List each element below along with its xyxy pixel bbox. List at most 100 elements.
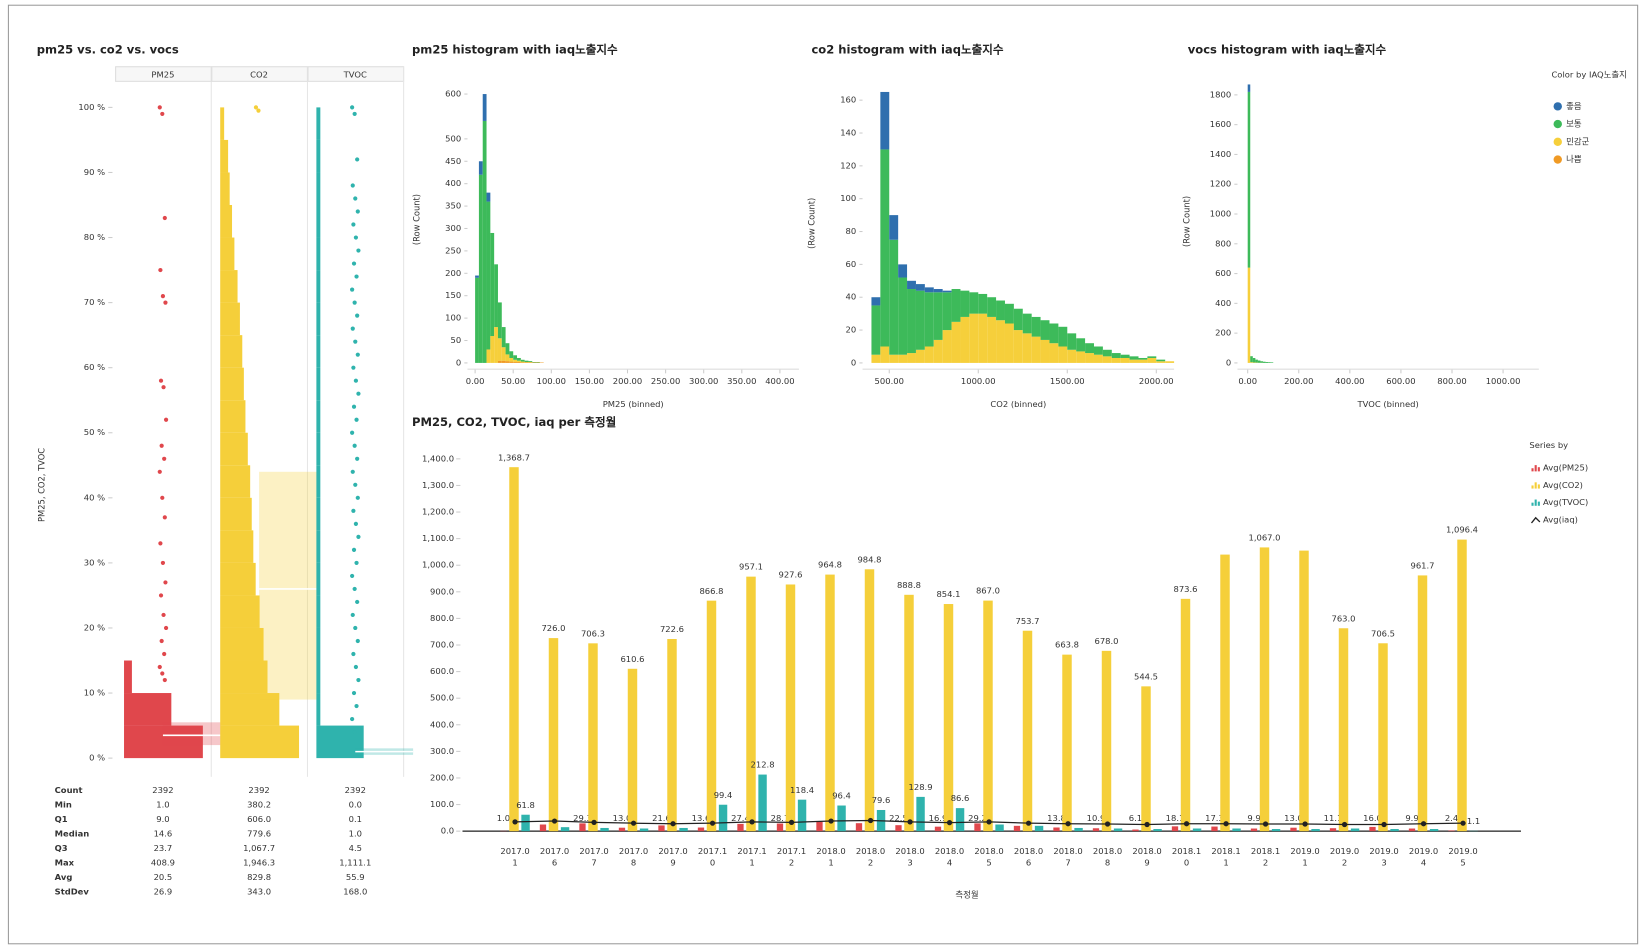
histogram-bar xyxy=(1247,267,1251,363)
y-tick-label: 160 xyxy=(840,95,856,105)
histogram-bar xyxy=(475,277,479,363)
bar xyxy=(1034,825,1044,832)
point xyxy=(351,651,356,657)
bar xyxy=(706,600,717,832)
point xyxy=(161,385,166,390)
x-tick-label: 1000.00 xyxy=(1486,376,1521,386)
data-label: 17.3 xyxy=(1205,813,1224,823)
histogram-bar xyxy=(1031,316,1041,337)
x-tick-label-line: 2018.1 xyxy=(1251,845,1280,855)
y-tick-label: 1000 xyxy=(1210,209,1231,219)
summary-value: 14.6 xyxy=(154,828,173,838)
histogram-bar xyxy=(1247,84,1251,92)
histogram-bar xyxy=(478,161,483,175)
y-tick-label: 400.0 xyxy=(430,719,454,729)
density-bar xyxy=(316,660,321,694)
x-tick-label-line: 2018.0 xyxy=(816,845,845,855)
point xyxy=(355,313,360,318)
legend-swatch xyxy=(1534,465,1537,472)
bar xyxy=(904,594,914,832)
x-tick-label-line: 1 xyxy=(1223,857,1228,867)
histogram-bar xyxy=(1067,349,1077,363)
data-label: 722.6 xyxy=(660,624,684,634)
bar xyxy=(588,643,598,832)
column-header-label: TVOC xyxy=(343,70,367,80)
point xyxy=(162,677,167,683)
bar xyxy=(667,638,677,832)
histogram-bar xyxy=(924,292,934,347)
histogram-bar xyxy=(898,354,908,363)
line-point xyxy=(1065,821,1071,827)
data-label: 1,368.7 xyxy=(498,452,530,462)
data-label: 1.0 xyxy=(497,813,510,823)
histogram-bar xyxy=(509,357,514,362)
point xyxy=(352,730,357,735)
histogram-bar xyxy=(942,290,952,293)
bar xyxy=(1132,829,1139,832)
x-tick-label: 400.00 xyxy=(1335,376,1364,386)
histogram-bar xyxy=(494,327,498,363)
density-bar xyxy=(316,270,321,303)
data-label: 11.1 xyxy=(1324,813,1343,823)
x-tick-label-line: 2019.0 xyxy=(1330,845,1359,855)
histogram-bar xyxy=(505,343,510,355)
x-tick-label: 2017.1 0 xyxy=(698,845,727,866)
histogram-bar xyxy=(1076,338,1086,352)
histogram-bar xyxy=(1247,91,1251,268)
bar xyxy=(895,825,902,832)
bar xyxy=(758,774,767,832)
x-axis-title: 측정월 xyxy=(955,889,978,899)
point xyxy=(350,183,355,188)
bar xyxy=(1141,686,1151,832)
histogram-bar xyxy=(497,360,502,363)
summary-value: 2392 xyxy=(152,785,173,795)
y-tick-label: 100 % xyxy=(78,102,105,112)
x-tick-label-line: 2018.0 xyxy=(935,845,964,855)
bar xyxy=(797,799,807,832)
histogram-bar xyxy=(1058,346,1068,363)
line-point xyxy=(1223,821,1229,827)
y-tick-label: 1,200.0 xyxy=(422,507,454,517)
point xyxy=(162,515,167,520)
x-tick-label: 200.00 xyxy=(1284,376,1313,386)
histogram-bar xyxy=(501,347,506,361)
density-bar xyxy=(220,400,246,433)
point xyxy=(350,326,355,331)
histogram-bar xyxy=(898,264,908,278)
legend-title: Color by IAQ노출지 xyxy=(1551,70,1626,80)
x-tick-label-line: 7 xyxy=(1065,857,1070,867)
line-point xyxy=(630,820,637,826)
point xyxy=(355,157,360,162)
x-tick-label: 0.00 xyxy=(1238,376,1257,386)
histogram-bar xyxy=(501,327,506,348)
histogram-bar xyxy=(1120,354,1130,358)
summary-value: 55.9 xyxy=(346,872,365,882)
legend-swatch xyxy=(1534,482,1537,489)
data-label: 21.6 xyxy=(652,813,671,823)
x-tick-label: 2017.1 2 xyxy=(777,845,806,866)
bar xyxy=(1429,829,1439,832)
y-tick-label: 200 xyxy=(445,268,461,278)
y-tick-label: 50 % xyxy=(84,427,105,437)
bar xyxy=(1074,827,1083,832)
histogram-bar xyxy=(996,320,1005,363)
histogram-bar xyxy=(1022,313,1032,334)
x-tick-label: 2018.1 1 xyxy=(1211,845,1240,866)
x-tick-label-line: 1 xyxy=(1302,857,1307,867)
histogram-bar xyxy=(1270,362,1274,363)
density-bar xyxy=(316,400,321,433)
y-tick-label: 800 xyxy=(1215,238,1231,248)
histogram-bar xyxy=(960,290,970,317)
summary-value: 606.0 xyxy=(247,814,271,824)
x-tick-label: 2018.0 3 xyxy=(895,845,924,866)
density-bar xyxy=(220,270,238,303)
summary-value: 0.1 xyxy=(349,814,362,824)
chart-title: co2 histogram with iaq노출지수 xyxy=(811,43,1003,57)
y-tick-label: 500 xyxy=(445,133,461,143)
y-axis-title: PM25, CO2, TVOC xyxy=(37,448,47,522)
bar xyxy=(618,827,626,832)
x-tick-label-line: 3 xyxy=(907,857,912,867)
y-tick-label: 1200 xyxy=(1210,179,1231,189)
point xyxy=(163,300,168,305)
